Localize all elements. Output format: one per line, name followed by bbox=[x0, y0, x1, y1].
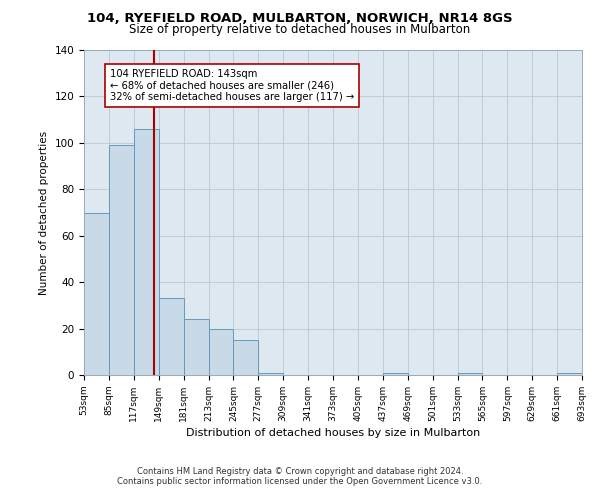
Text: Contains HM Land Registry data © Crown copyright and database right 2024.: Contains HM Land Registry data © Crown c… bbox=[137, 467, 463, 476]
Text: 104 RYEFIELD ROAD: 143sqm
← 68% of detached houses are smaller (246)
32% of semi: 104 RYEFIELD ROAD: 143sqm ← 68% of detac… bbox=[110, 68, 354, 102]
Bar bbox=[109, 145, 134, 375]
Bar bbox=[134, 129, 159, 375]
Bar bbox=[557, 372, 582, 375]
Bar bbox=[383, 372, 408, 375]
Bar bbox=[159, 298, 184, 375]
Text: Contains public sector information licensed under the Open Government Licence v3: Contains public sector information licen… bbox=[118, 477, 482, 486]
Text: 104, RYEFIELD ROAD, MULBARTON, NORWICH, NR14 8GS: 104, RYEFIELD ROAD, MULBARTON, NORWICH, … bbox=[87, 12, 513, 26]
Y-axis label: Number of detached properties: Number of detached properties bbox=[39, 130, 49, 294]
Bar bbox=[259, 372, 283, 375]
Text: Size of property relative to detached houses in Mulbarton: Size of property relative to detached ho… bbox=[130, 22, 470, 36]
Bar bbox=[184, 320, 209, 375]
Bar bbox=[233, 340, 259, 375]
X-axis label: Distribution of detached houses by size in Mulbarton: Distribution of detached houses by size … bbox=[186, 428, 480, 438]
Bar bbox=[84, 212, 109, 375]
Bar bbox=[209, 328, 233, 375]
Bar bbox=[458, 372, 482, 375]
